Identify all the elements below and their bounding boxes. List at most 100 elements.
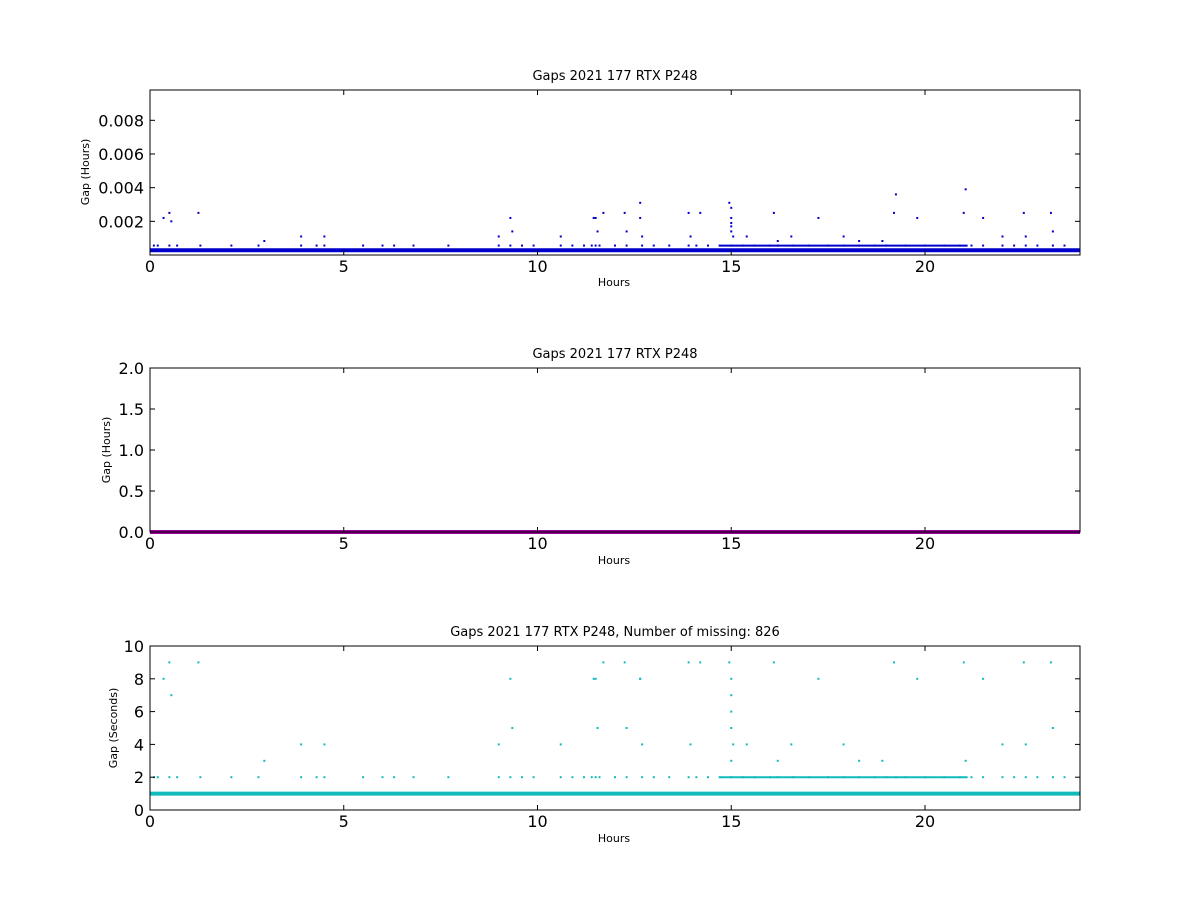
panel-1-point-0-41 bbox=[827, 244, 830, 247]
panel-1-point-1-32 bbox=[776, 240, 779, 243]
panel-3-point-0-21 bbox=[583, 776, 585, 779]
panel-1-point-1-15 bbox=[623, 211, 626, 214]
panel-1-point-1-24 bbox=[730, 206, 733, 209]
panel-3-point-1-35 bbox=[842, 743, 845, 746]
panel-3-point-0-9 bbox=[323, 776, 326, 779]
panel-2-x-tick-label: 15 bbox=[721, 534, 741, 553]
panel-1-point-0-53 bbox=[1013, 244, 1016, 247]
panel-2-x-tick-label: 5 bbox=[339, 534, 349, 553]
panel-3-point-1-1 bbox=[168, 661, 171, 664]
panel-1-point-1-35 bbox=[842, 235, 845, 238]
panel-3-point-0-57 bbox=[1063, 776, 1066, 779]
panel-1-point-0-30 bbox=[687, 244, 690, 247]
panel-1-x-tick-label: 10 bbox=[527, 257, 547, 276]
panel-3-point-0-31 bbox=[695, 776, 698, 779]
panel-3-point-0-3 bbox=[176, 776, 179, 779]
panel-1-point-0-1 bbox=[156, 244, 159, 247]
panel-1-point-0-13 bbox=[412, 244, 415, 247]
panel-1-point-1-5 bbox=[300, 235, 303, 238]
panel-3-point-1-2 bbox=[170, 694, 173, 697]
panel-1-point-0-33 bbox=[718, 244, 721, 247]
panel-3-point-1-25 bbox=[730, 694, 733, 697]
panel-1-y-tick-label: 0.008 bbox=[98, 111, 144, 130]
panel-3-point-1-46 bbox=[1024, 743, 1027, 746]
panel-1-point-0-14 bbox=[447, 244, 450, 247]
panel-1-point-1-21 bbox=[689, 235, 692, 238]
panel-1-point-0-27 bbox=[641, 244, 644, 247]
panel-3-point-0-51 bbox=[982, 776, 985, 779]
panel-1-point-1-12 bbox=[594, 216, 597, 219]
panel-1-y-axis-label: Gap (Hours) bbox=[79, 139, 92, 206]
panel-3-point-0-12 bbox=[393, 776, 396, 779]
panel-3-point-1-33 bbox=[790, 743, 793, 746]
panel-3-x-axis-label: Hours bbox=[598, 832, 630, 845]
panel-1-point-0-23 bbox=[594, 244, 597, 247]
panel-3-point-0-16 bbox=[509, 776, 512, 779]
panel-3-point-0-37 bbox=[769, 776, 771, 779]
panel-3-point-0-23 bbox=[594, 776, 597, 779]
panel-3-y-tick-label: 4 bbox=[134, 735, 144, 754]
panel-3-point-1-28 bbox=[730, 759, 733, 762]
panel-1-point-1-13 bbox=[596, 230, 599, 233]
panel-3-point-0-10 bbox=[362, 776, 365, 779]
panel-3-point-0-54 bbox=[1024, 776, 1027, 779]
panel-3-point-0-26 bbox=[625, 776, 628, 779]
panel-3-point-1-34 bbox=[817, 677, 820, 680]
panel-3-point-0-32 bbox=[707, 776, 709, 779]
panel-1-x-tick-label: 15 bbox=[721, 257, 741, 276]
panel-1-point-0-32 bbox=[707, 244, 709, 247]
panel-1-x-tick-label: 0 bbox=[145, 257, 155, 276]
panel-3-point-1-4 bbox=[263, 759, 266, 762]
panel-1-title: Gaps 2021 177 RTX P248 bbox=[532, 69, 697, 84]
panel-3-point-0-38 bbox=[776, 776, 779, 779]
panel-1-point-0-18 bbox=[532, 244, 535, 247]
panel-3-point-1-22 bbox=[699, 661, 702, 664]
panel-1-point-0-21 bbox=[583, 244, 585, 247]
panel-1-point-1-16 bbox=[625, 230, 628, 233]
panel-1-point-1-1 bbox=[168, 211, 171, 214]
panel-3-point-1-39 bbox=[894, 776, 897, 779]
panel-3-point-1-38 bbox=[893, 661, 895, 664]
panel-2-y-tick-label: 0.5 bbox=[119, 482, 144, 501]
panel-3-point-1-32 bbox=[776, 759, 779, 762]
panel-2-x-tick-label: 20 bbox=[915, 534, 935, 553]
panel-3-point-1-7 bbox=[497, 743, 500, 746]
panel-1-point-0-3 bbox=[176, 244, 179, 247]
panel-3-point-0-2 bbox=[168, 776, 171, 779]
panel-2-y-tick-label: 0.0 bbox=[119, 523, 144, 542]
panel-1-point-1-3 bbox=[197, 211, 200, 214]
panel-1-point-1-37 bbox=[881, 240, 884, 243]
panel-1-point-1-33 bbox=[790, 235, 793, 238]
panel-1-point-0-47 bbox=[924, 244, 926, 247]
panel-1-point-0-57 bbox=[1063, 244, 1066, 247]
panel-3-point-1-37 bbox=[881, 759, 884, 762]
panel-3-point-1-43 bbox=[982, 677, 985, 680]
panel-1-point-0-36 bbox=[753, 244, 756, 247]
panel-3-point-0-53 bbox=[1013, 776, 1016, 779]
panel-3-point-0-28 bbox=[652, 776, 655, 779]
panel-3-point-1-10 bbox=[559, 743, 562, 746]
panel-3-point-0-39 bbox=[792, 776, 795, 779]
panel-1-point-0-25 bbox=[614, 244, 616, 247]
panel-3-point-0-47 bbox=[924, 776, 926, 779]
panel-1-point-0-52 bbox=[1001, 244, 1004, 247]
panel-1-point-0-9 bbox=[323, 244, 326, 247]
panel-2-plot-area: 0 5 10 15 20 0.0 0.5 1.0 1.5 2.0 bbox=[119, 359, 1081, 553]
panel-1-point-0-12 bbox=[393, 244, 396, 247]
panel-1-point-1-44 bbox=[1001, 235, 1004, 238]
panel-3-point-1-44 bbox=[1001, 743, 1004, 746]
panel-1-point-0-46 bbox=[904, 244, 907, 247]
panel-3-point-0-49 bbox=[958, 776, 961, 779]
panel-3-point-0-48 bbox=[943, 776, 946, 779]
panel-1-plot-area: 0 5 10 15 20 0.002 0.004 0.006 0.008 bbox=[98, 89, 1081, 276]
panel-2-x-tick-label: 10 bbox=[527, 534, 547, 553]
panel-1-point-1-38 bbox=[893, 211, 895, 214]
panel-3-y-tick-label: 8 bbox=[134, 670, 144, 689]
panel-1-point-0-5 bbox=[230, 244, 233, 247]
panel-1-point-0-43 bbox=[858, 244, 861, 247]
panel-3-point-0-55 bbox=[1036, 776, 1039, 779]
panel-1-point-0-44 bbox=[873, 244, 876, 247]
panel-3-point-0-29 bbox=[668, 776, 671, 779]
panel-1-point-0-45 bbox=[885, 244, 888, 247]
